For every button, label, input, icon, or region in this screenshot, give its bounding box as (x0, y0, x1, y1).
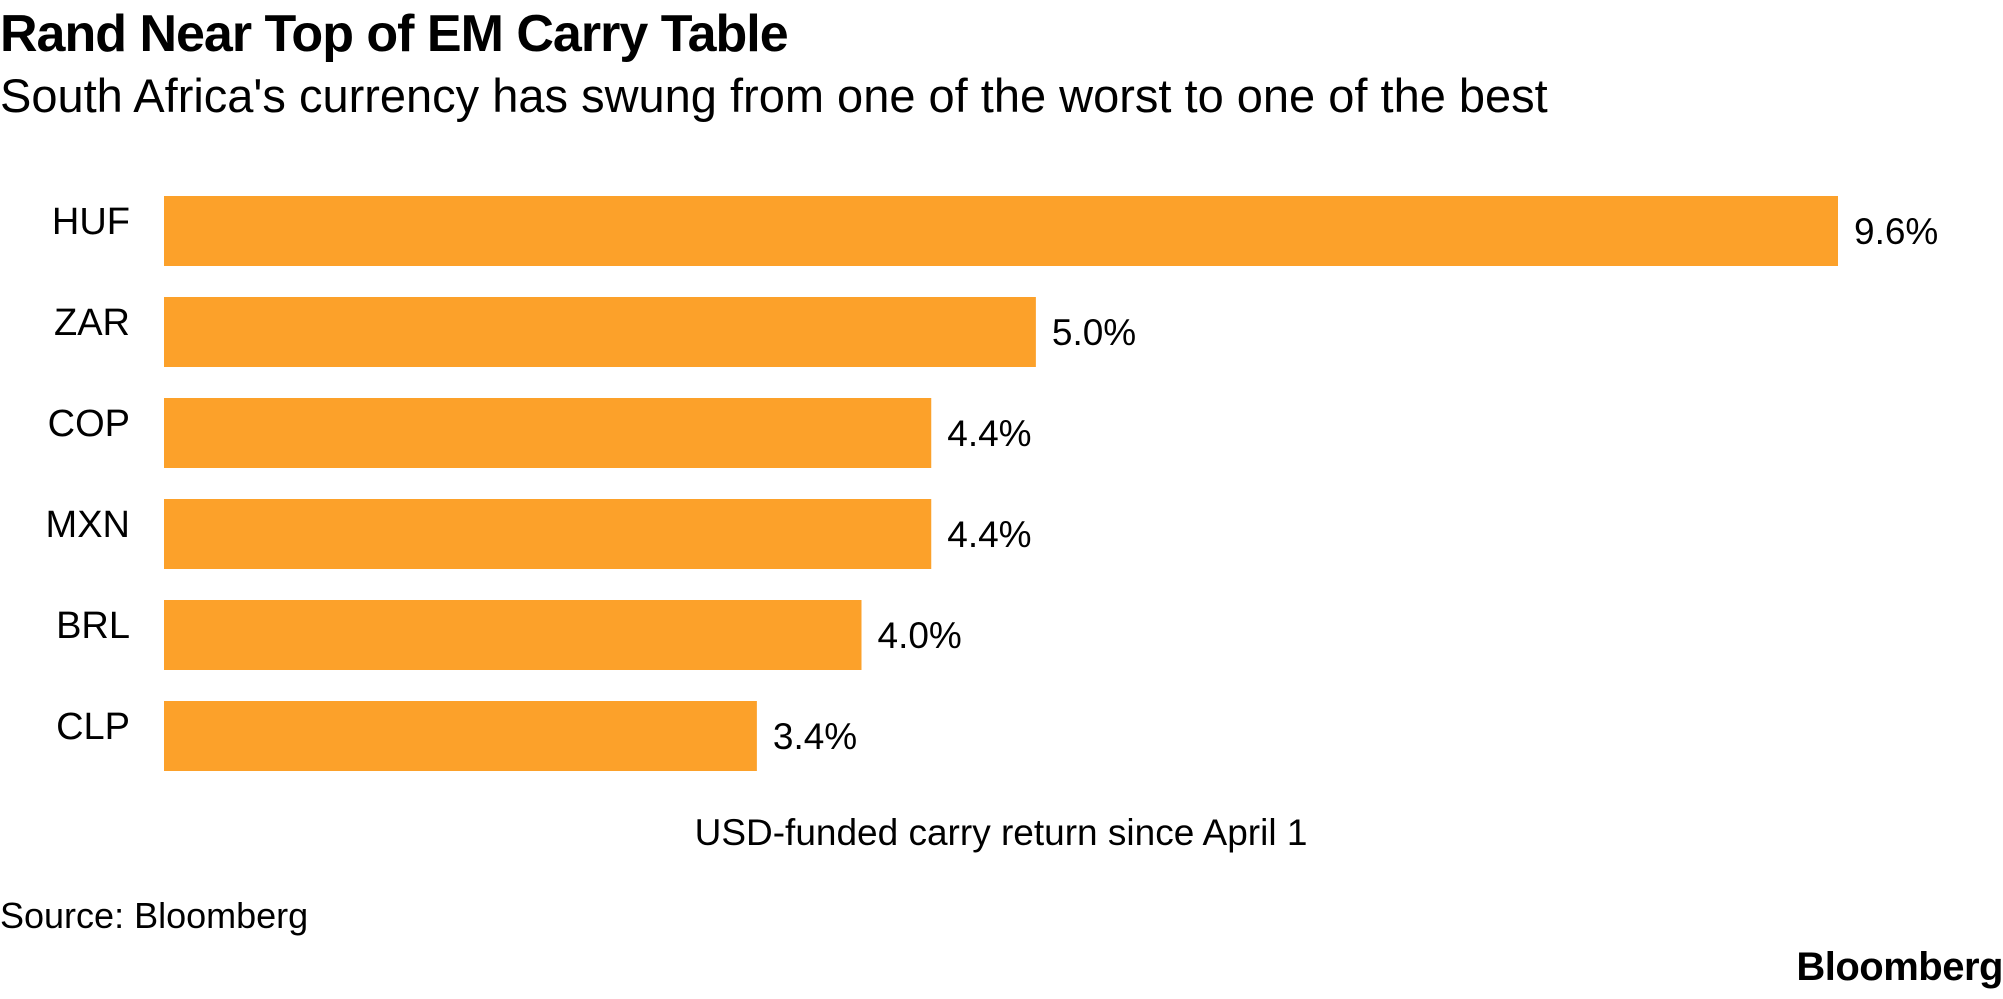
bar-brl (164, 600, 862, 670)
bar-mxn (164, 499, 932, 569)
bar-clp (164, 701, 757, 771)
value-label-huf: 9.6% (1854, 211, 1938, 252)
bar-zar (164, 297, 1036, 367)
x-axis-label: USD-funded carry return since April 1 (695, 812, 1308, 853)
value-label-brl: 4.0% (878, 615, 962, 656)
chart-title: Rand Near Top of EM Carry Table (0, 5, 789, 63)
chart-subtitle: South Africa's currency has swung from o… (0, 69, 1548, 122)
bars-layer: HUF 9.6% ZAR 5.0% COP 4.4% MXN 4.4% BRL 4.0% CLP 3.… (46, 196, 1938, 771)
value-label-cop: 4.4% (947, 413, 1031, 454)
category-label-zar: ZAR (54, 302, 130, 344)
category-label-clp: CLP (56, 706, 130, 748)
source-note: Source: Bloomberg (0, 895, 309, 936)
category-label-mxn: MXN (46, 504, 130, 546)
category-label-huf: HUF (52, 201, 130, 243)
value-label-mxn: 4.4% (947, 514, 1031, 555)
category-label-brl: BRL (56, 605, 130, 647)
value-label-zar: 5.0% (1052, 312, 1136, 353)
category-label-cop: COP (48, 403, 130, 445)
bar-chart: HUF 9.6% ZAR 5.0% COP 4.4% MXN 4.4% BRL 4.0% CLP 3.… (46, 196, 1938, 853)
bloomberg-logo: Bloomberg (1796, 945, 2003, 989)
bar-cop (164, 398, 932, 468)
value-label-clp: 3.4% (773, 716, 857, 757)
bar-huf (164, 196, 1838, 266)
